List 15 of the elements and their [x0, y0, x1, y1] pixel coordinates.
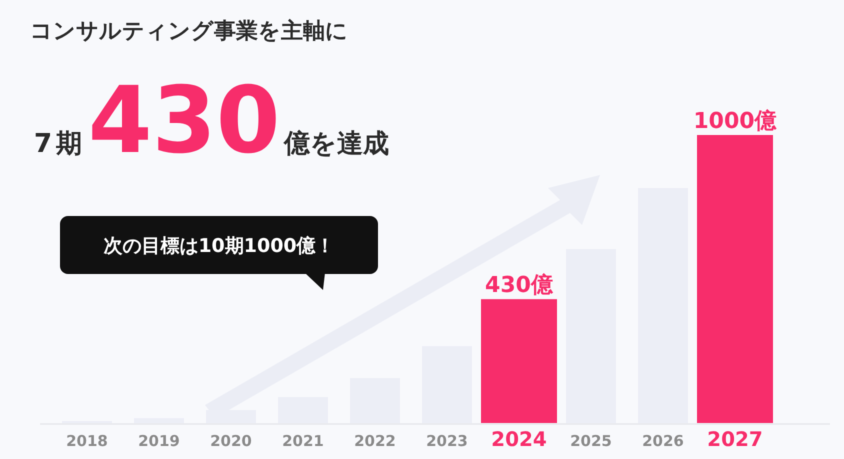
x-tick-label: 2022: [354, 432, 396, 450]
callout: 次の目標は10期1000億！: [60, 216, 378, 290]
x-tick-label: 2024: [491, 427, 547, 451]
x-tick-label: 2020: [210, 432, 252, 450]
x-tick-label: 2026: [642, 432, 684, 450]
x-tick-label: 2027: [707, 427, 763, 451]
data-label: 430億: [485, 273, 554, 298]
chart-title: コンサルティング事業を主軸に: [30, 18, 348, 44]
x-tick-label: 2018: [66, 432, 108, 450]
x-tick-label: 2021: [282, 432, 324, 450]
x-tick-label: 2023: [426, 432, 468, 450]
annotation: 次の目標は10期1000億！: [103, 235, 335, 257]
data-label: 1000億: [693, 109, 778, 134]
x-tick-label: 2019: [138, 432, 180, 450]
x-tick-label: 2025: [570, 432, 612, 450]
